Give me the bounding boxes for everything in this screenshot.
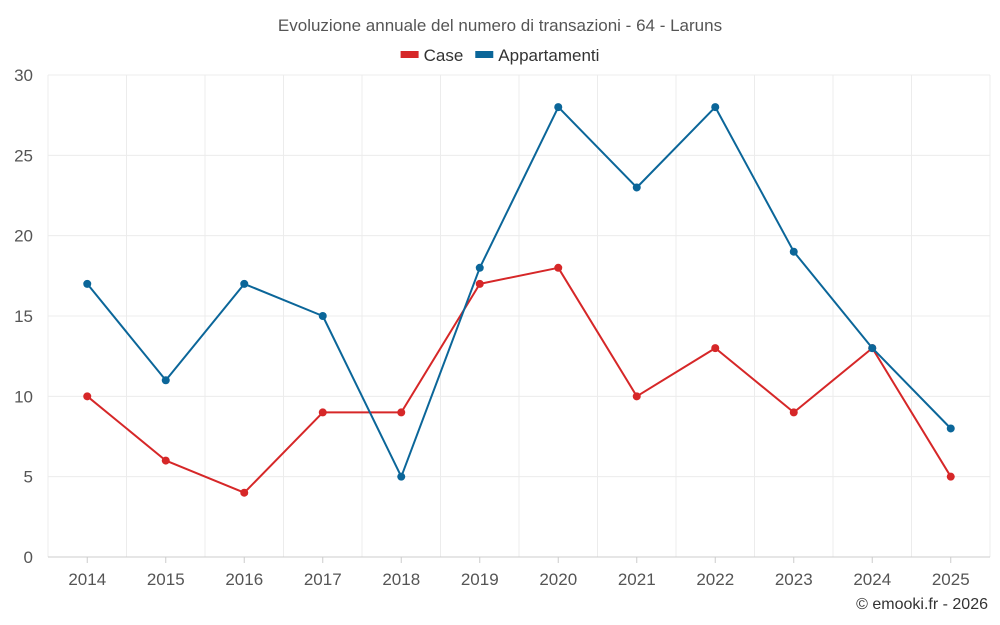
data-point[interactable] bbox=[240, 488, 249, 497]
x-tick-label: 2017 bbox=[304, 570, 342, 589]
data-point[interactable] bbox=[161, 376, 170, 385]
y-tick-label: 20 bbox=[14, 227, 33, 246]
data-point[interactable] bbox=[554, 263, 563, 272]
data-point[interactable] bbox=[475, 263, 484, 272]
data-point[interactable] bbox=[789, 247, 798, 256]
x-axis: 2014 2015 2016 2017 2018 2019 2020 2021 2022 2023… bbox=[48, 556, 990, 589]
x-tick-label: 2014 bbox=[68, 570, 106, 589]
data-point[interactable] bbox=[789, 408, 798, 417]
y-axis: 0 5 10 15 20 25 30 bbox=[14, 66, 33, 567]
data-point[interactable] bbox=[83, 279, 92, 288]
x-tick-label: 2016 bbox=[225, 570, 263, 589]
x-tick-label: 2024 bbox=[853, 570, 891, 589]
x-tick-label: 2020 bbox=[539, 570, 577, 589]
y-tick-label: 25 bbox=[14, 146, 33, 165]
y-tick-label: 15 bbox=[14, 307, 33, 326]
x-tick-label: 2021 bbox=[618, 570, 656, 589]
y-tick-label: 5 bbox=[24, 468, 33, 487]
data-point[interactable] bbox=[161, 456, 170, 465]
data-point[interactable] bbox=[946, 424, 955, 433]
data-point[interactable] bbox=[475, 279, 484, 288]
x-tick-label: 2022 bbox=[696, 570, 734, 589]
data-point[interactable] bbox=[83, 392, 92, 401]
series-group bbox=[83, 103, 955, 497]
y-tick-label: 10 bbox=[14, 387, 33, 406]
y-tick-label: 0 bbox=[24, 548, 33, 567]
data-point[interactable] bbox=[397, 472, 406, 481]
data-point[interactable] bbox=[946, 472, 955, 481]
data-point[interactable] bbox=[318, 408, 327, 417]
legend: Case Appartamenti bbox=[400, 46, 599, 65]
data-point[interactable] bbox=[868, 344, 877, 353]
legend-swatch[interactable] bbox=[475, 51, 494, 58]
data-point[interactable] bbox=[240, 279, 249, 288]
legend-label: Appartamenti bbox=[498, 46, 599, 65]
data-point[interactable] bbox=[711, 103, 720, 112]
x-tick-label: 2025 bbox=[932, 570, 970, 589]
data-point[interactable] bbox=[397, 408, 406, 417]
y-tick-label: 30 bbox=[14, 66, 33, 85]
series-line-1 bbox=[86, 106, 952, 478]
chart-title: Evoluzione annuale del numero di transaz… bbox=[278, 16, 722, 35]
data-point[interactable] bbox=[318, 312, 327, 320]
data-point[interactable] bbox=[632, 183, 641, 192]
series-line-0 bbox=[86, 266, 952, 494]
data-point[interactable] bbox=[711, 344, 720, 353]
legend-label: Case bbox=[424, 46, 464, 65]
data-point[interactable] bbox=[632, 392, 641, 401]
x-tick-label: 2019 bbox=[461, 570, 499, 589]
credit-text: © emooki.fr - 2026 bbox=[856, 596, 988, 613]
x-tick-label: 2018 bbox=[382, 570, 420, 589]
legend-swatch[interactable] bbox=[400, 51, 419, 58]
x-tick-label: 2023 bbox=[775, 570, 813, 589]
grid bbox=[47, 74, 991, 557]
x-tick-label: 2015 bbox=[147, 570, 185, 589]
data-point[interactable] bbox=[554, 103, 563, 112]
